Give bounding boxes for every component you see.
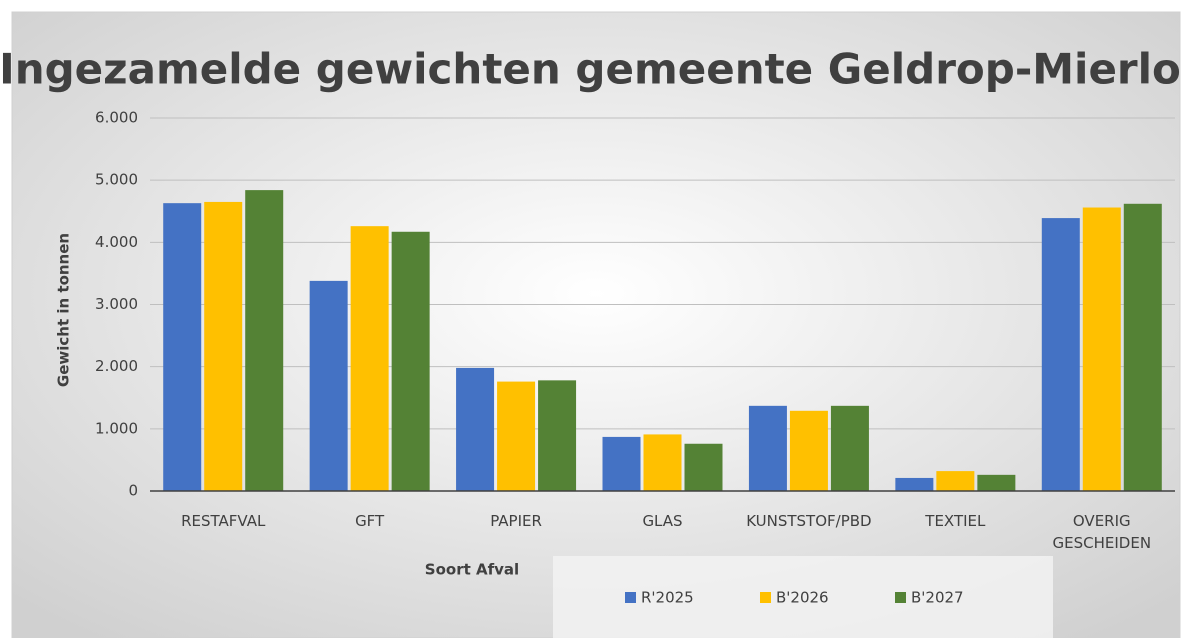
y-tick-label: 5.000 [95,171,138,189]
bar [684,443,723,491]
y-tick-label: 1.000 [95,419,138,437]
legend-swatch [625,592,636,603]
bar [538,380,577,491]
legend-label: B'2026 [776,589,829,607]
bar [936,471,975,491]
bar [977,474,1016,491]
y-tick-label: 4.000 [95,233,138,251]
bar [350,226,389,492]
bar [204,201,243,492]
bar [163,203,202,491]
legend-label: B'2027 [911,589,964,607]
bar [789,410,828,491]
bar [830,405,869,491]
bar [309,280,348,491]
y-tick-label: 2.000 [95,357,138,375]
y-tick-label: 0 [128,482,138,500]
bar [895,477,934,491]
bar [748,405,787,491]
bar [391,231,430,491]
x-tick-label: TEXTIEL [925,512,986,530]
y-tick-label: 3.000 [95,295,138,313]
legend-swatch [895,592,906,603]
bar [602,436,641,491]
chart-title: Ingezamelde gewichten gemeente Geldrop-M… [0,45,1181,94]
x-tick-label: PAPIER [490,512,542,530]
y-tick-label: 6.000 [95,109,138,127]
x-tick-label: KUNSTSTOF/PBD [746,512,872,530]
bar [1041,218,1080,492]
x-tick-label: RESTAFVAL [181,512,266,530]
x-tick-label: OVERIG GESCHEIDEN [1052,512,1152,552]
bar [456,367,495,491]
bar [245,190,284,491]
x-tick-label: GFT [355,512,385,530]
y-axis-label: Gewicht in tonnen [55,233,73,387]
bar [497,381,536,491]
x-axis-label: Soort Afval [425,561,519,579]
legend-box [553,556,1053,638]
x-tick-label: GLAS [642,512,683,530]
legend-swatch [760,592,771,603]
bar [1082,207,1121,491]
bar [643,434,682,491]
legend-label: R'2025 [641,589,694,607]
bar [1123,203,1162,492]
